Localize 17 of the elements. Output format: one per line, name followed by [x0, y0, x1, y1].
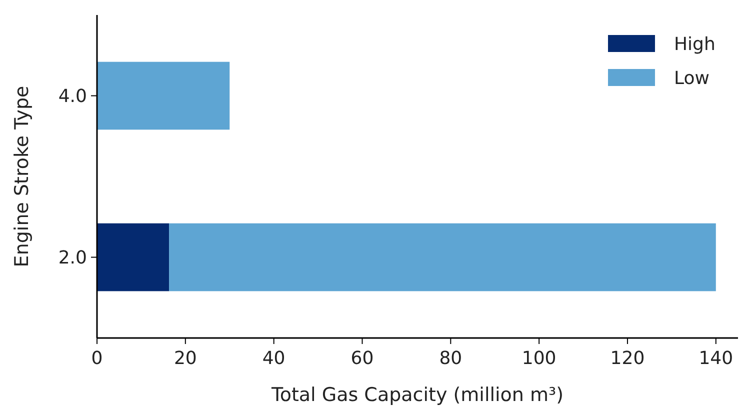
x-tick-label: 80: [439, 348, 462, 369]
y-tick-label: 4.0: [58, 86, 87, 107]
x-tick-label: 40: [262, 348, 286, 369]
bar: [169, 223, 716, 292]
y-axis-title: Engine Stroke Type: [11, 86, 33, 268]
x-tick-label: 100: [522, 348, 556, 369]
y-tick-label: 2.0: [58, 247, 87, 268]
x-axis-title: Total Gas Capacity (million m³): [270, 384, 564, 406]
x-tick-label: 120: [610, 348, 645, 369]
bar: [97, 223, 170, 292]
x-tick-label: 20: [174, 348, 197, 369]
x-tick-label: 140: [698, 348, 734, 369]
x-tick-label: 60: [350, 348, 374, 369]
legend-label: Low: [674, 68, 710, 89]
bar: [97, 62, 230, 130]
x-tick-label: 0: [91, 348, 103, 369]
legend-label: High: [674, 34, 716, 55]
